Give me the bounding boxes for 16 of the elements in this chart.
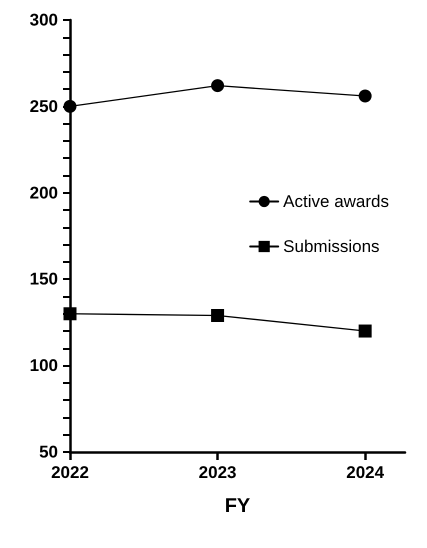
y-tick-label: 200 <box>30 183 58 202</box>
y-tick-label: 300 <box>30 10 58 30</box>
point <box>358 324 372 338</box>
y-tick-label: 250 <box>30 96 58 116</box>
point <box>211 79 224 92</box>
x-tick-label: 2023 <box>198 463 236 482</box>
legend-label: Submissions <box>283 237 380 256</box>
x-axis-title: FY <box>224 495 251 517</box>
x-tick-label: 2022 <box>51 463 89 482</box>
y-tick-label: 50 <box>39 442 58 462</box>
x-tick-label: 2024 <box>346 463 385 482</box>
y-tick-label: 100 <box>30 356 58 376</box>
point <box>358 90 372 103</box>
y-tick-label: 150 <box>30 270 58 289</box>
point <box>211 308 224 322</box>
legend-label: Active awards <box>283 192 390 211</box>
